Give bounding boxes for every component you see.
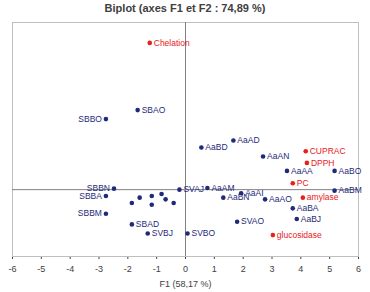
svg-text:AaBO: AaBO [339, 166, 362, 176]
svg-text:-5: -5 [37, 264, 45, 274]
svg-text:-6: -6 [8, 264, 16, 274]
svg-text:4: 4 [298, 264, 303, 274]
svg-text:F1 (58,17 %): F1 (58,17 %) [159, 279, 211, 289]
svg-text:-4: -4 [66, 264, 74, 274]
svg-text:AaBN: AaBN [227, 192, 249, 202]
svg-text:SVAO: SVAO [241, 216, 264, 226]
svg-text:AaBJ: AaBJ [301, 214, 321, 224]
svg-text:CUPRAC: CUPRAC [310, 146, 346, 156]
svg-text:6: 6 [356, 264, 361, 274]
svg-text:-1: -1 [153, 264, 161, 274]
svg-text:glucosidase: glucosidase [277, 230, 322, 240]
svg-text:3: 3 [269, 264, 274, 274]
svg-text:2: 2 [241, 264, 246, 274]
svg-text:SBAD: SBAD [136, 219, 159, 229]
svg-text:Chelation: Chelation [154, 38, 190, 48]
svg-text:0: 0 [183, 264, 188, 274]
svg-text:SBBA: SBBA [79, 190, 102, 201]
svg-text:AaBD: AaBD [205, 142, 227, 152]
svg-text:1: 1 [212, 264, 217, 274]
svg-text:SBBO: SBBO [78, 114, 102, 124]
svg-text:-3: -3 [95, 264, 103, 274]
svg-text:SVBO: SVBO [192, 228, 216, 238]
svg-text:DPPH: DPPH [311, 158, 335, 168]
svg-text:SBBN: SBBN [87, 183, 110, 193]
svg-text:5: 5 [327, 264, 332, 274]
svg-text:AaAD: AaAD [237, 135, 259, 145]
svg-text:AaAN: AaAN [267, 151, 289, 161]
svg-text:SVBJ: SVBJ [152, 228, 173, 238]
svg-text:AaBA: AaBA [297, 203, 319, 213]
html-text:Biplot (axes F1 et F2 : 74,89: Biplot (axes F1 et F2 : 74,89 %) [104, 2, 266, 14]
svg-text:-2: -2 [124, 264, 132, 274]
svg-text:AaBM: AaBM [339, 185, 362, 195]
svg-text:AaAI: AaAI [245, 188, 264, 198]
svg-text:AaAO: AaAO [269, 194, 292, 204]
svg-text:AaAA: AaAA [291, 166, 313, 176]
svg-text:SBAO: SBAO [142, 105, 166, 115]
svg-text:SVAJ: SVAJ [183, 184, 204, 194]
svg-text:amylase: amylase [307, 192, 339, 202]
svg-text:AaAM: AaAM [211, 183, 234, 193]
svg-text:PC: PC [297, 178, 309, 188]
svg-text:SBBM: SBBM [78, 208, 102, 218]
